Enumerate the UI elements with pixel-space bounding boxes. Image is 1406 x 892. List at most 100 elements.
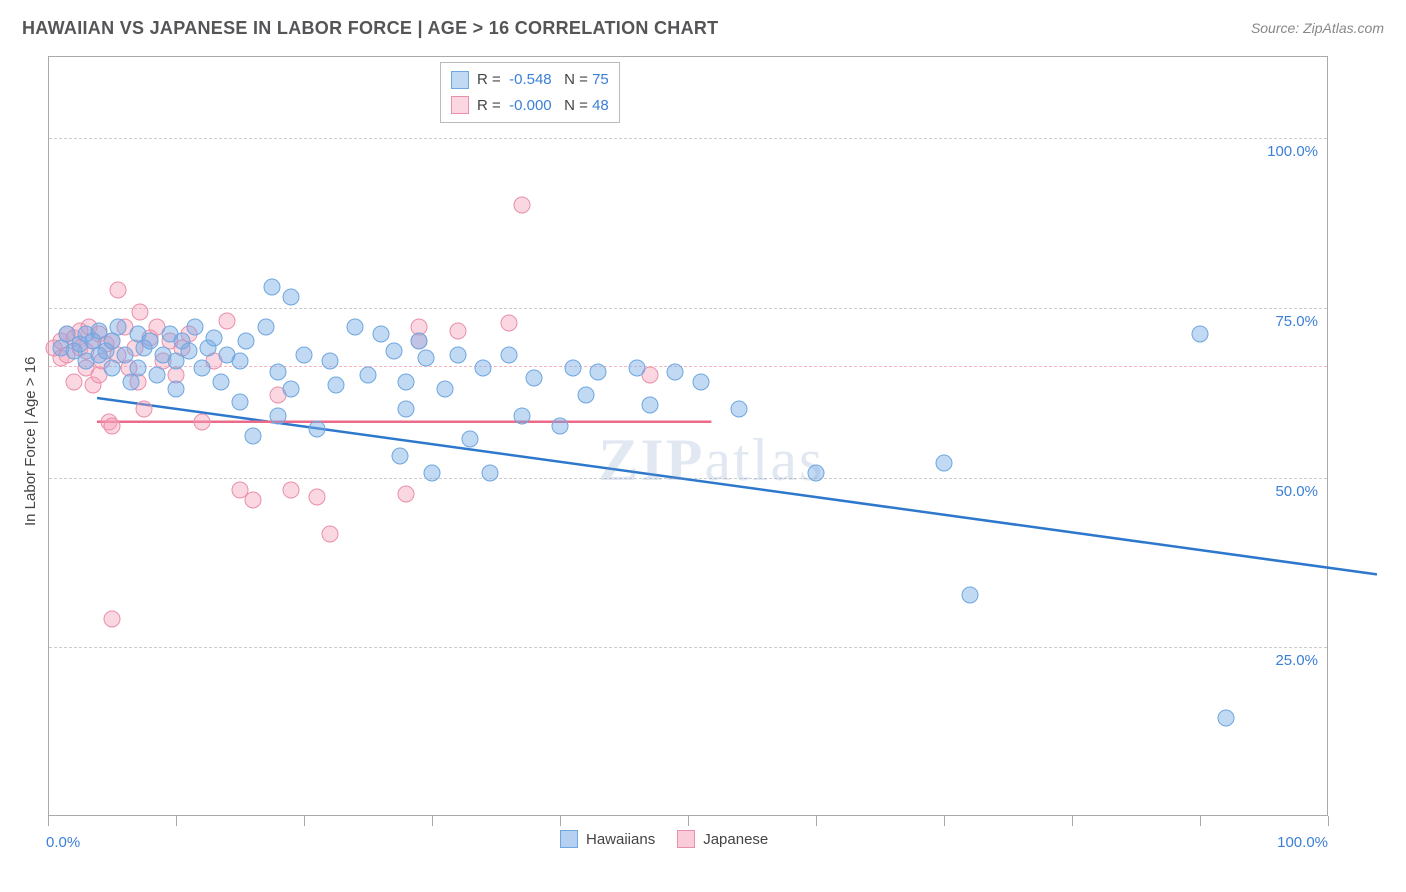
- x-tick: [176, 816, 177, 826]
- data-point-hawaiians: [417, 349, 434, 366]
- data-point-japanese: [104, 611, 121, 628]
- data-point-hawaiians: [481, 465, 498, 482]
- data-point-japanese: [513, 197, 530, 214]
- data-point-hawaiians: [398, 373, 415, 390]
- data-point-japanese: [219, 312, 236, 329]
- legend-bottom-item: Japanese: [677, 830, 768, 848]
- data-point-hawaiians: [936, 455, 953, 472]
- data-point-hawaiians: [436, 380, 453, 397]
- data-point-hawaiians: [1192, 326, 1209, 343]
- series-legend: Hawaiians Japanese: [560, 830, 768, 848]
- x-tick: [1328, 816, 1329, 826]
- data-point-hawaiians: [264, 278, 281, 295]
- data-point-hawaiians: [552, 417, 569, 434]
- legend-label: Japanese: [703, 831, 768, 848]
- data-point-japanese: [449, 322, 466, 339]
- legend-swatch: [451, 96, 469, 114]
- data-point-hawaiians: [296, 346, 313, 363]
- data-point-hawaiians: [398, 400, 415, 417]
- data-point-japanese: [283, 482, 300, 499]
- data-point-hawaiians: [628, 360, 645, 377]
- legend-row: R = -0.548 N = 75: [451, 67, 609, 93]
- legend-bottom-item: Hawaiians: [560, 830, 655, 848]
- data-point-hawaiians: [475, 360, 492, 377]
- data-point-hawaiians: [577, 387, 594, 404]
- data-point-hawaiians: [206, 329, 223, 346]
- data-point-hawaiians: [110, 319, 127, 336]
- correlation-legend: R = -0.548 N = 75R = -0.000 N = 48: [440, 62, 620, 123]
- legend-stat: R = -0.548 N = 75: [477, 67, 609, 93]
- data-point-hawaiians: [590, 363, 607, 380]
- data-point-hawaiians: [731, 400, 748, 417]
- data-point-japanese: [104, 417, 121, 434]
- x-tick: [816, 816, 817, 826]
- legend-row: R = -0.000 N = 48: [451, 93, 609, 119]
- data-point-hawaiians: [257, 319, 274, 336]
- data-point-hawaiians: [564, 360, 581, 377]
- x-tick: [560, 816, 561, 826]
- legend-swatch: [560, 830, 578, 848]
- x-tick-label: 100.0%: [1273, 834, 1328, 851]
- data-point-hawaiians: [500, 346, 517, 363]
- data-point-hawaiians: [283, 288, 300, 305]
- x-tick: [1200, 816, 1201, 826]
- data-point-hawaiians: [116, 346, 133, 363]
- data-point-japanese: [65, 373, 82, 390]
- data-point-hawaiians: [526, 370, 543, 387]
- data-point-hawaiians: [1217, 709, 1234, 726]
- data-point-japanese: [321, 526, 338, 543]
- y-axis-label: In Labor Force | Age > 16: [22, 357, 39, 526]
- data-point-japanese: [132, 303, 149, 320]
- data-point-hawaiians: [513, 407, 530, 424]
- data-point-hawaiians: [328, 377, 345, 394]
- y-tick-label: 100.0%: [1248, 143, 1318, 160]
- x-tick: [432, 816, 433, 826]
- data-point-hawaiians: [449, 346, 466, 363]
- data-point-hawaiians: [308, 421, 325, 438]
- data-point-hawaiians: [392, 448, 409, 465]
- gridline-h: [49, 138, 1327, 139]
- data-point-hawaiians: [193, 360, 210, 377]
- data-point-hawaiians: [372, 326, 389, 343]
- data-point-hawaiians: [411, 333, 428, 350]
- data-point-japanese: [308, 489, 325, 506]
- data-point-hawaiians: [462, 431, 479, 448]
- data-point-hawaiians: [321, 353, 338, 370]
- data-point-hawaiians: [385, 343, 402, 360]
- x-tick: [48, 816, 49, 826]
- data-point-hawaiians: [244, 428, 261, 445]
- data-point-japanese: [500, 314, 517, 331]
- legend-swatch: [451, 71, 469, 89]
- data-point-hawaiians: [360, 366, 377, 383]
- source-attribution: Source: ZipAtlas.com: [1251, 20, 1384, 36]
- data-point-hawaiians: [808, 465, 825, 482]
- data-point-hawaiians: [168, 380, 185, 397]
- plot-area: [48, 56, 1328, 816]
- data-point-hawaiians: [212, 373, 229, 390]
- y-tick-label: 25.0%: [1248, 652, 1318, 669]
- chart-title: HAWAIIAN VS JAPANESE IN LABOR FORCE | AG…: [22, 18, 718, 39]
- data-point-hawaiians: [270, 407, 287, 424]
- data-point-hawaiians: [692, 373, 709, 390]
- gridline-h: [49, 647, 1327, 648]
- data-point-hawaiians: [129, 360, 146, 377]
- data-point-hawaiians: [283, 380, 300, 397]
- data-point-hawaiians: [641, 397, 658, 414]
- x-tick: [944, 816, 945, 826]
- data-point-hawaiians: [424, 465, 441, 482]
- gridline-h: [49, 478, 1327, 479]
- data-point-hawaiians: [667, 363, 684, 380]
- data-point-hawaiians: [961, 587, 978, 604]
- y-tick-label: 75.0%: [1248, 313, 1318, 330]
- y-tick-label: 50.0%: [1248, 483, 1318, 500]
- x-tick-label: 0.0%: [46, 834, 80, 851]
- data-point-hawaiians: [180, 343, 197, 360]
- legend-swatch: [677, 830, 695, 848]
- data-point-hawaiians: [104, 360, 121, 377]
- x-tick: [304, 816, 305, 826]
- x-tick: [688, 816, 689, 826]
- x-tick: [1072, 816, 1073, 826]
- data-point-hawaiians: [270, 363, 287, 380]
- data-point-japanese: [136, 400, 153, 417]
- data-point-hawaiians: [347, 319, 364, 336]
